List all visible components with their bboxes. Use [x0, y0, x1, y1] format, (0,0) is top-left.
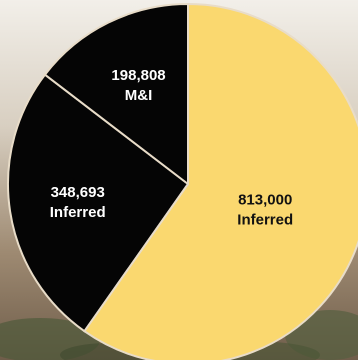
slice-category-label-2: M&I: [125, 87, 153, 104]
slice-category-label-3: Inferred: [237, 211, 293, 228]
slice-category-label-1: Inferred: [50, 204, 106, 221]
slice-value-label-1: 348,693: [51, 184, 105, 201]
slice-value-label-3: 813,000: [238, 191, 292, 208]
pie-slice-2: [43, 2, 189, 187]
pie-slice-3: [83, 2, 358, 360]
slice-value-label-2: 198,808: [111, 67, 165, 84]
pie-slice-1: [7, 73, 190, 333]
